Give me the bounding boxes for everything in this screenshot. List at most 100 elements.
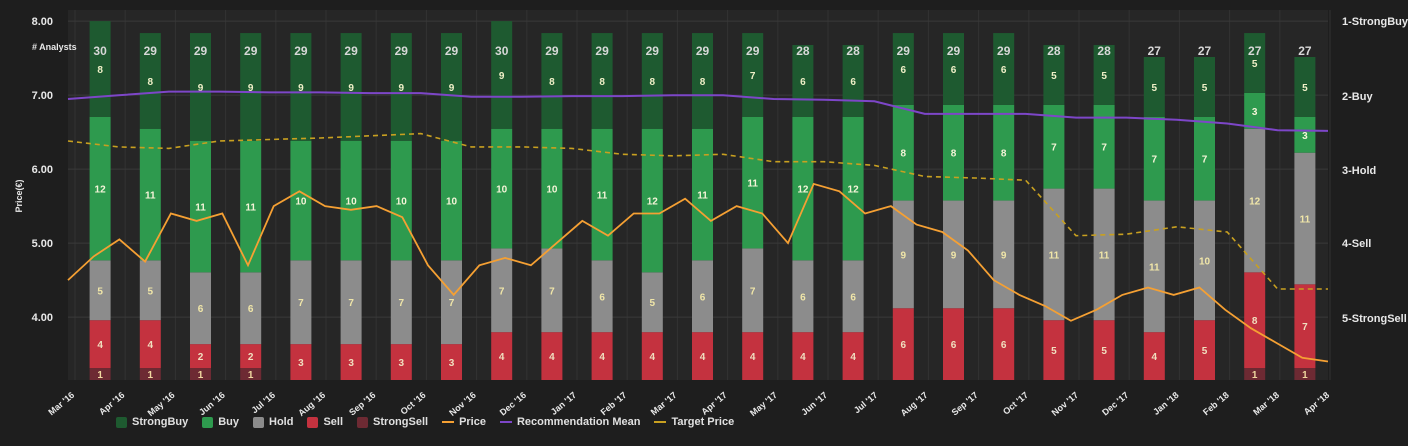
- bar-label: 12: [797, 185, 809, 196]
- bar-buy: [541, 128, 563, 249]
- bar-strongbuy: [641, 33, 663, 129]
- bar-label: 3: [1252, 107, 1258, 118]
- legend-hold[interactable]: Hold: [253, 416, 293, 428]
- bar-sell: [541, 332, 563, 380]
- y-tick-label: 8.00: [32, 16, 53, 28]
- bar-label: 4: [700, 352, 706, 363]
- legend-sell-label: Sell: [323, 416, 344, 428]
- bar-label: 6: [850, 292, 856, 303]
- bar-sell: [1143, 332, 1165, 380]
- legend-strongsell[interactable]: StrongSell: [357, 416, 428, 428]
- legend-price[interactable]: Price: [442, 416, 486, 428]
- bar-label: 12: [647, 197, 659, 208]
- bar-strongbuy: [692, 33, 713, 129]
- bar-label: 4: [148, 340, 154, 351]
- analyst-count: 29: [244, 44, 258, 58]
- bar-label: 7: [750, 71, 756, 82]
- bar-sell: [240, 344, 262, 369]
- bar-label: 6: [1001, 340, 1007, 351]
- legend-hold-label: Hold: [269, 416, 294, 428]
- bar-sell: [1093, 320, 1115, 380]
- legend-sell[interactable]: Sell: [307, 416, 343, 428]
- bar-strongbuy: [541, 33, 563, 129]
- y-tick-label: 5.00: [32, 238, 53, 250]
- legend-target-price[interactable]: Target Price: [654, 416, 734, 428]
- bar-buy: [139, 128, 161, 261]
- bar-buy: [641, 128, 663, 273]
- sell-swatch: [307, 416, 319, 428]
- analyst-count: 28: [1097, 44, 1111, 58]
- analyst-count: 30: [93, 44, 107, 58]
- bar-strongbuy: [89, 21, 111, 117]
- bar-label: 8: [901, 149, 907, 160]
- legend-recommendation-mean[interactable]: Recommendation Mean: [499, 416, 640, 428]
- bar-label: 8: [700, 77, 706, 88]
- bar-label: 9: [951, 250, 957, 261]
- bar-buy: [792, 116, 814, 261]
- analysts-label: # Analysts: [32, 42, 77, 52]
- bar-strongbuy: [190, 33, 211, 141]
- bar-label: 5: [1252, 59, 1258, 70]
- bar-hold: [993, 200, 1015, 309]
- analyst-count: 29: [746, 44, 760, 58]
- bar-label: 7: [549, 286, 555, 297]
- bar-label: 9: [298, 83, 304, 94]
- bar-hold: [842, 260, 864, 333]
- bar-label: 6: [1001, 65, 1007, 76]
- bar-strongbuy: [742, 33, 764, 117]
- bar-buy: [1194, 116, 1215, 201]
- bar-buy: [892, 104, 914, 201]
- bar-label: 6: [700, 292, 706, 303]
- bar-label: 11: [245, 203, 256, 214]
- bar-label: 11: [697, 191, 708, 202]
- analyst-count: 29: [595, 44, 609, 58]
- bar-label: 1: [148, 370, 154, 381]
- bar-strongbuy: [943, 33, 964, 105]
- bar-label: 10: [396, 197, 408, 208]
- y-tick-label: 6.00: [32, 164, 53, 176]
- bar-label: 5: [1051, 346, 1057, 357]
- analyst-count: 27: [1198, 44, 1212, 58]
- bar-label: 11: [597, 191, 608, 202]
- strongbuy-swatch: [116, 416, 127, 428]
- bar-label: 4: [850, 352, 856, 363]
- bar-sell: [692, 332, 713, 380]
- bar-label: 6: [599, 292, 605, 303]
- bar-label: 12: [848, 185, 860, 196]
- bar-hold: [290, 260, 312, 345]
- legend-target-label: Target Price: [671, 416, 735, 428]
- bar-label: 7: [1051, 143, 1057, 154]
- bar-label: 3: [449, 358, 455, 369]
- y-tick-label: 4.00: [32, 312, 53, 324]
- bar-label: 6: [951, 65, 957, 76]
- bar-buy: [692, 128, 713, 261]
- bar-buy: [491, 128, 513, 249]
- strongsell-swatch: [357, 416, 369, 428]
- bar-hold: [1093, 188, 1115, 321]
- bar-sell: [892, 308, 914, 380]
- right-axis-label: 2-Buy: [1342, 91, 1373, 103]
- bar-buy: [441, 140, 462, 261]
- price-line: [67, 182, 1329, 363]
- bar-sell: [89, 320, 111, 369]
- bar-label: 7: [399, 298, 405, 309]
- bar-buy: [1143, 116, 1165, 201]
- bar-sell: [591, 332, 613, 380]
- bar-buy: [842, 116, 864, 261]
- bar-label: 8: [1001, 149, 1007, 160]
- bar-label: 5: [1152, 83, 1158, 94]
- bar-label: 10: [546, 185, 558, 196]
- y-tick-label: 7.00: [32, 90, 53, 102]
- legend-buy[interactable]: Buy: [202, 416, 239, 428]
- legend-strongbuy-label: StrongBuy: [132, 416, 189, 428]
- analyst-count: 29: [545, 44, 559, 58]
- analyst-count: 29: [344, 44, 358, 58]
- bar-label: 4: [599, 352, 605, 363]
- bar-label: 3: [298, 358, 304, 369]
- bar-label: 4: [1152, 352, 1158, 363]
- lines: [67, 90, 1329, 363]
- legend-strongbuy[interactable]: StrongBuy: [116, 416, 188, 428]
- bar-buy: [591, 128, 613, 261]
- bar-sell: [139, 320, 161, 369]
